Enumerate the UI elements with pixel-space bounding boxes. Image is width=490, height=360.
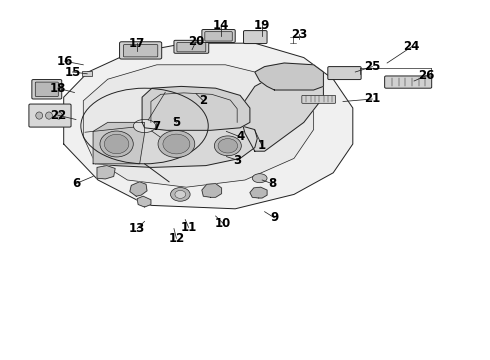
Text: 5: 5 <box>172 116 180 129</box>
Text: 16: 16 <box>56 55 73 68</box>
Text: 21: 21 <box>364 93 381 105</box>
Ellipse shape <box>163 134 190 154</box>
Text: 17: 17 <box>129 37 146 50</box>
Text: 15: 15 <box>64 66 81 78</box>
Polygon shape <box>137 196 151 207</box>
Text: 10: 10 <box>215 217 231 230</box>
Ellipse shape <box>100 131 133 157</box>
Polygon shape <box>83 65 314 187</box>
Text: 12: 12 <box>168 232 185 245</box>
Ellipse shape <box>171 188 190 201</box>
Text: 1: 1 <box>258 139 266 152</box>
Ellipse shape <box>158 130 195 158</box>
Polygon shape <box>202 184 221 197</box>
Text: 4: 4 <box>236 130 244 143</box>
Ellipse shape <box>175 190 186 198</box>
Ellipse shape <box>104 134 129 154</box>
Text: 19: 19 <box>254 19 270 32</box>
Polygon shape <box>142 86 250 130</box>
FancyBboxPatch shape <box>32 80 62 99</box>
Polygon shape <box>255 63 323 90</box>
FancyBboxPatch shape <box>174 40 209 53</box>
Text: 8: 8 <box>268 177 276 190</box>
FancyBboxPatch shape <box>202 30 235 42</box>
FancyBboxPatch shape <box>244 31 267 44</box>
Text: 9: 9 <box>270 211 278 224</box>
Text: 11: 11 <box>180 221 197 234</box>
Ellipse shape <box>36 112 43 119</box>
Ellipse shape <box>133 120 156 132</box>
FancyBboxPatch shape <box>385 76 432 88</box>
FancyBboxPatch shape <box>120 42 162 59</box>
Polygon shape <box>240 70 323 151</box>
Text: 7: 7 <box>152 120 160 133</box>
Text: 20: 20 <box>188 35 204 48</box>
Text: 3: 3 <box>234 154 242 167</box>
Ellipse shape <box>55 112 62 119</box>
FancyBboxPatch shape <box>328 67 361 80</box>
Text: 24: 24 <box>403 40 420 53</box>
FancyBboxPatch shape <box>123 45 158 57</box>
Ellipse shape <box>46 112 52 119</box>
FancyBboxPatch shape <box>82 71 92 76</box>
Text: 22: 22 <box>49 109 66 122</box>
Text: 25: 25 <box>364 60 381 73</box>
Text: 18: 18 <box>49 82 66 95</box>
Text: 6: 6 <box>72 177 80 190</box>
Polygon shape <box>97 166 115 179</box>
FancyBboxPatch shape <box>35 82 58 96</box>
Polygon shape <box>130 182 147 196</box>
Ellipse shape <box>218 139 238 153</box>
FancyBboxPatch shape <box>205 32 232 41</box>
FancyBboxPatch shape <box>29 104 71 127</box>
Text: 23: 23 <box>291 28 307 41</box>
FancyBboxPatch shape <box>177 42 206 52</box>
Polygon shape <box>93 122 145 164</box>
Text: 26: 26 <box>418 69 435 82</box>
FancyBboxPatch shape <box>302 95 336 103</box>
Polygon shape <box>250 187 267 198</box>
Ellipse shape <box>252 174 267 183</box>
Text: 13: 13 <box>129 222 146 235</box>
Ellipse shape <box>215 136 242 156</box>
Polygon shape <box>64 43 353 209</box>
Text: 2: 2 <box>199 94 207 107</box>
Text: 14: 14 <box>212 19 229 32</box>
Polygon shape <box>96 122 257 167</box>
